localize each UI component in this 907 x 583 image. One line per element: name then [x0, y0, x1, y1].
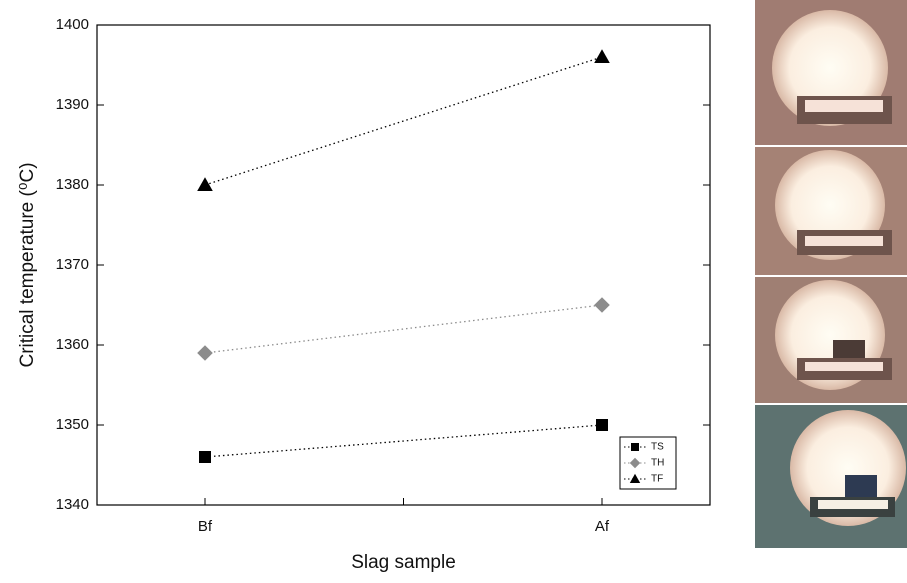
x-tick-label: Bf	[198, 518, 213, 535]
marker	[197, 177, 213, 191]
legend: TS TH TF	[619, 436, 677, 490]
marker	[594, 49, 610, 63]
plot: 1340 1350 1360 1370 1380 1390 1400 Bf Af Slag sam…	[17, 16, 711, 573]
y-tick-label: 1350	[56, 416, 89, 433]
marker	[631, 443, 639, 451]
legend-label: TF	[651, 474, 663, 485]
marker	[629, 457, 641, 469]
series-line	[204, 56, 603, 186]
x-axis-label: Slag sample	[351, 552, 456, 573]
y-tick-label: 1340	[56, 496, 89, 513]
x-tick-label: Af	[595, 518, 610, 535]
marker	[594, 297, 610, 313]
marker	[629, 473, 641, 483]
y-tick-label: 1370	[56, 256, 89, 273]
marker	[197, 345, 213, 361]
y-tick-label: 1380	[56, 176, 89, 193]
marker	[596, 419, 608, 431]
series-line	[204, 424, 603, 458]
legend-label: TH	[651, 458, 664, 469]
photo-strip	[755, 0, 907, 548]
y-tick-label: 1400	[56, 16, 89, 33]
plot-frame	[96, 24, 711, 506]
y-tick-label: 1390	[56, 96, 89, 113]
y-axis-label: Critical temperature (⁰C)	[17, 162, 38, 367]
legend-label: TS	[651, 442, 664, 453]
marker	[199, 451, 211, 463]
y-tick-label: 1360	[56, 336, 89, 353]
series-line	[204, 304, 603, 354]
